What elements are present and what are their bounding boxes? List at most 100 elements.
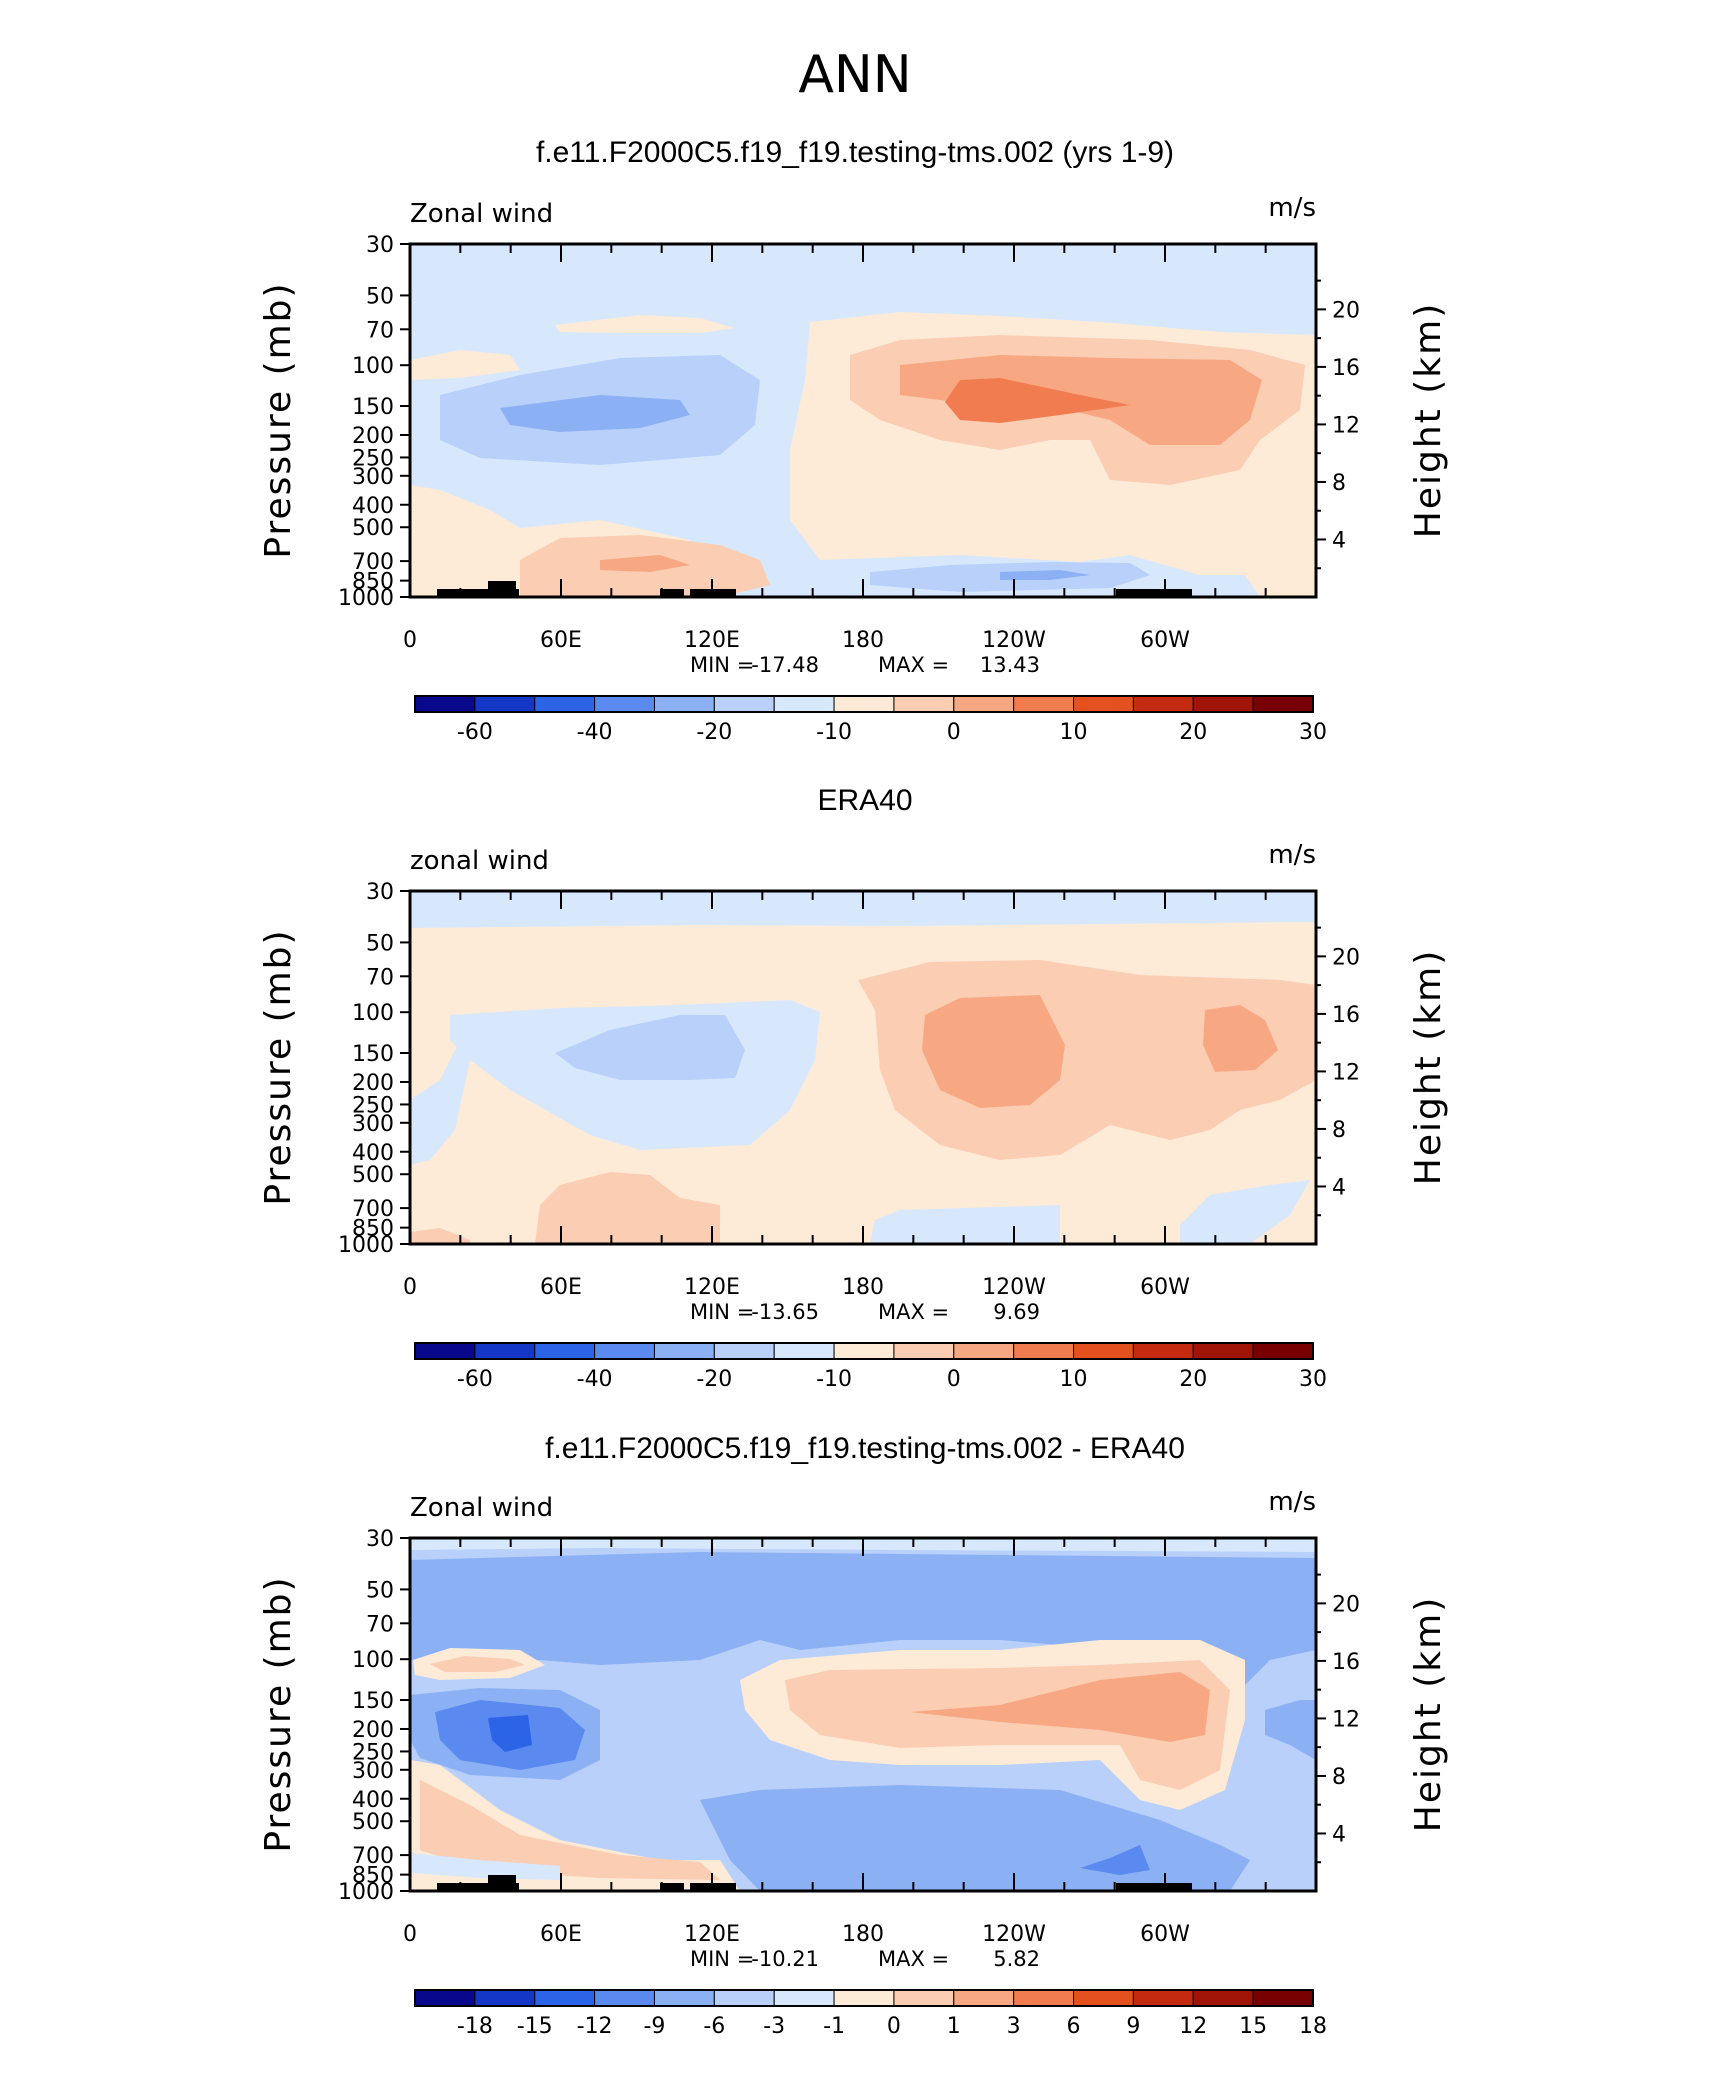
colorbar-box [594, 695, 655, 713]
colorbar-frame [414, 695, 1314, 713]
y-right-tick-label: 4 [1332, 528, 1346, 553]
y-right-tick-label: 12 [1332, 413, 1360, 438]
colorbar-label: 10 [1060, 1367, 1088, 1392]
colorbar-label: -40 [577, 720, 613, 745]
x-tick-label: 0 [403, 1275, 417, 1300]
colorbar-box [833, 1342, 895, 1360]
y-tick-label: 70 [366, 965, 394, 990]
contour-field [410, 891, 1316, 1244]
x-tick-label: 180 [842, 628, 884, 653]
colorbar-box [773, 1342, 835, 1360]
colorbar-box [653, 1989, 715, 2007]
colorbar-box [1252, 1989, 1314, 2007]
colorbar-label: -6 [703, 2014, 725, 2039]
left-string: Zonal wind [410, 199, 553, 229]
y-tick-label: 500 [352, 516, 394, 541]
colorbar: -18 -15 -12 -9 -6 -3 -1 0 1 3 6 9 12 15 18 [414, 1989, 1327, 2039]
x-tick-label: 120W [982, 1275, 1046, 1300]
colorbar-box [594, 1989, 655, 2007]
x-tick-label: 180 [842, 1922, 884, 1947]
x-axis: 0 60E 120E 180 120W 60W [403, 891, 1317, 1300]
colorbar-box [773, 695, 835, 713]
colorbar-label: 0 [887, 2014, 901, 2039]
colorbar-box [953, 1989, 1015, 2007]
colorbar-box [893, 695, 955, 713]
y-tick-label: 700 [352, 1844, 394, 1869]
y-tick-label: 1000 [338, 1880, 394, 1905]
positive-region-core [910, 1672, 1210, 1742]
colorbar-box [1132, 1989, 1194, 2007]
y-tick-label: 50 [366, 931, 394, 956]
colorbar-frame [414, 1342, 1314, 1360]
y-right-tick-label: 16 [1332, 1650, 1360, 1675]
low-level-easterly [870, 1205, 1060, 1244]
colorbar-label: 12 [1179, 2014, 1207, 2039]
y-tick-label: 100 [352, 1001, 394, 1026]
y-tick-label: 30 [366, 233, 394, 258]
y-axis-right: 20 16 12 8 4 [1316, 926, 1360, 1217]
colorbar-box [414, 695, 476, 713]
low-level-easterly-east [1180, 1180, 1310, 1244]
colorbar-label: 1 [947, 2014, 961, 2039]
right-string: m/s [1268, 1487, 1316, 1517]
easterly-jet-core [500, 395, 690, 432]
colorbar-frame [414, 1989, 1314, 2007]
westerly-jet-core-east [1203, 1005, 1278, 1072]
y-right-tick-label: 8 [1332, 471, 1346, 496]
left-string: zonal wind [410, 846, 549, 876]
y-tick-label: 200 [352, 1718, 394, 1743]
colorbar-label: 0 [947, 1367, 961, 1392]
min-label: MIN = [690, 653, 754, 677]
max-value: 13.43 [980, 653, 1040, 677]
colorbar-box [1132, 695, 1194, 713]
topography-block [660, 1883, 684, 1891]
colorbar-box [953, 1342, 1015, 1360]
y-tick-label: 250 [352, 446, 394, 471]
colorbar-box [474, 1989, 536, 2007]
colorbar-label: -60 [457, 720, 493, 745]
colorbar-box [414, 1989, 476, 2007]
right-edge-negative [1265, 1700, 1316, 1760]
y-tick-label: 700 [352, 1197, 394, 1222]
colorbar-label: -20 [696, 720, 732, 745]
colorbar-box [1013, 695, 1075, 713]
colorbar-box [1073, 695, 1134, 713]
colorbar-label: -18 [457, 2014, 493, 2039]
figure-title: ANN [798, 45, 911, 105]
y-tick-label: 850 [352, 1217, 394, 1242]
y-tick-label: 400 [352, 1788, 394, 1813]
min-value: -13.65 [751, 1300, 819, 1324]
y-right-tick-label: 20 [1332, 298, 1360, 323]
x-tick-label: 120W [982, 628, 1046, 653]
x-tick-label: 60W [1140, 1275, 1190, 1300]
colorbar-label: 9 [1126, 2014, 1140, 2039]
min-value: -17.48 [751, 653, 819, 677]
x-tick-label: 60E [540, 1275, 582, 1300]
panel-model: f.e11.F2000C5.f19_f19.testing-tms.002 (y… [258, 136, 1449, 745]
y-tick-label: 30 [366, 880, 394, 905]
y-right-tick-label: 4 [1332, 1175, 1346, 1200]
colorbar-label: -1 [823, 2014, 845, 2039]
y-tick-label: 250 [352, 1093, 394, 1118]
y-tick-label: 150 [352, 1689, 394, 1714]
y-tick-label: 200 [352, 424, 394, 449]
upper-negative-band [410, 1552, 1316, 1690]
x-tick-label: 120E [684, 628, 740, 653]
colorbar: -60 -40 -20 -10 0 10 20 30 [414, 1342, 1327, 1392]
colorbar-box [833, 695, 895, 713]
colorbar-label: 20 [1179, 1367, 1207, 1392]
y-tick-label: 50 [366, 1578, 394, 1603]
colorbar-label: 18 [1299, 2014, 1327, 2039]
topography-block [437, 589, 519, 597]
colorbar-label: 20 [1179, 720, 1207, 745]
colorbar-box [1132, 1342, 1194, 1360]
colorbar-box [1192, 1342, 1254, 1360]
topography-block [1116, 1883, 1192, 1891]
y-right-tick-label: 20 [1332, 945, 1360, 970]
colorbar-box [893, 1342, 955, 1360]
y-right-tick-label: 8 [1332, 1765, 1346, 1790]
y-tick-label: 30 [366, 1527, 394, 1552]
westerly-jet-core-west [922, 995, 1065, 1108]
easterly-top-band [410, 891, 1316, 928]
